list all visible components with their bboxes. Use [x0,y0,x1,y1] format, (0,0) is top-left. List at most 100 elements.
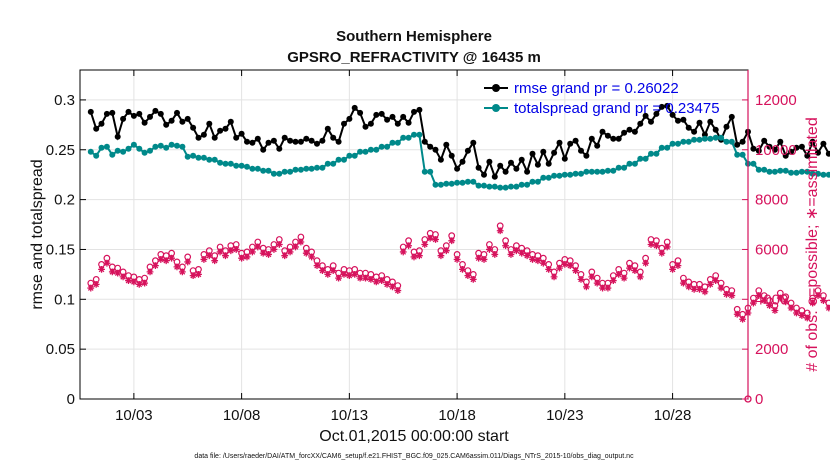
point-0-46 [335,138,342,145]
point-1-100 [626,160,633,167]
point-1-103 [642,155,649,162]
point-3-89 [566,262,574,270]
point-3-60 [410,253,418,261]
point-1-112 [691,136,698,143]
point-3-102 [636,273,644,281]
point-3-119 [728,292,736,299]
point-3-91 [577,275,585,283]
point-0-123 [750,145,757,152]
point-3-97 [609,277,617,285]
point-0-119 [728,113,735,120]
point-3-82 [529,256,536,263]
point-0-20 [195,134,202,141]
point-1-80 [518,181,525,188]
point-1-76 [497,184,504,191]
x-tick-label-3: 10/18 [438,407,476,424]
point-1-91 [578,170,584,177]
point-0-44 [324,125,331,132]
point-1-26 [227,160,234,167]
point-0-8 [130,112,137,119]
point-3-109 [674,262,682,270]
point-0-112 [691,128,698,135]
point-1-90 [572,170,579,177]
point-3-27 [232,246,240,253]
point-0-1 [93,125,100,132]
point-1-27 [233,162,240,169]
point-0-2 [98,120,105,127]
point-3-53 [372,278,380,286]
point-0-99 [621,129,628,136]
point-1-126 [766,168,773,175]
point-0-58 [400,113,407,120]
point-1-130 [788,169,795,176]
point-3-24 [216,248,224,256]
point-0-128 [777,138,784,145]
point-3-40 [302,249,310,257]
point-0-73 [481,171,487,178]
point-1-108 [669,140,676,147]
point-0-33 [265,139,272,146]
point-0-24 [217,127,224,134]
point-3-93 [588,273,596,281]
point-0-104 [648,118,654,125]
point-1-110 [680,138,687,145]
point-3-68 [453,256,461,263]
point-0-36 [281,134,288,141]
point-1-46 [335,156,342,163]
point-0-35 [276,145,283,152]
point-0-56 [389,113,396,120]
point-3-26 [227,247,235,255]
point-0-89 [567,140,574,147]
point-0-102 [637,120,644,127]
point-1-9 [136,145,143,152]
point-3-114 [701,288,709,296]
point-0-63 [427,143,434,150]
point-3-7 [125,277,132,285]
point-0-53 [373,111,380,118]
point-0-61 [416,106,423,113]
point-1-3 [103,143,110,150]
point-3-99 [620,274,628,282]
point-1-93 [588,168,595,175]
point-1-8 [130,141,137,148]
point-1-59 [405,134,412,141]
point-3-62 [421,241,429,248]
point-3-20 [195,270,202,278]
point-3-128 [776,294,784,302]
point-0-41 [308,137,315,144]
y-axis-right-label: # of obs: o=possible; ∗=assimilated [804,117,821,371]
point-1-88 [561,171,568,178]
point-3-124 [755,292,763,299]
data-file-footnote: data file: /Users/raeder/DAI/ATM_forcXX/… [194,453,634,460]
point-3-88 [561,261,569,268]
point-1-127 [771,168,778,175]
point-3-45 [329,267,337,275]
point-0-40 [303,135,310,142]
point-3-38 [292,243,299,251]
point-3-22 [205,252,213,260]
point-0-91 [578,147,584,154]
point-3-67 [448,237,456,245]
point-1-134 [809,170,816,177]
point-3-3 [103,259,111,267]
point-0-60 [411,108,417,115]
point-3-70 [464,272,472,280]
point-3-84 [539,259,547,267]
point-3-98 [615,270,623,278]
point-3-76 [496,227,504,235]
point-1-35 [276,170,283,177]
point-3-69 [459,265,466,273]
point-3-92 [582,283,590,291]
point-0-38 [292,138,299,145]
point-3-50 [356,274,364,282]
point-1-1 [93,152,100,159]
point-3-28 [238,254,246,262]
point-0-32 [260,146,267,153]
series-3 [87,227,830,323]
point-3-17 [178,268,186,276]
point-0-132 [798,143,805,150]
point-3-108 [669,265,676,273]
y-tick-label-0: 0 [67,391,75,408]
point-1-106 [658,144,665,151]
